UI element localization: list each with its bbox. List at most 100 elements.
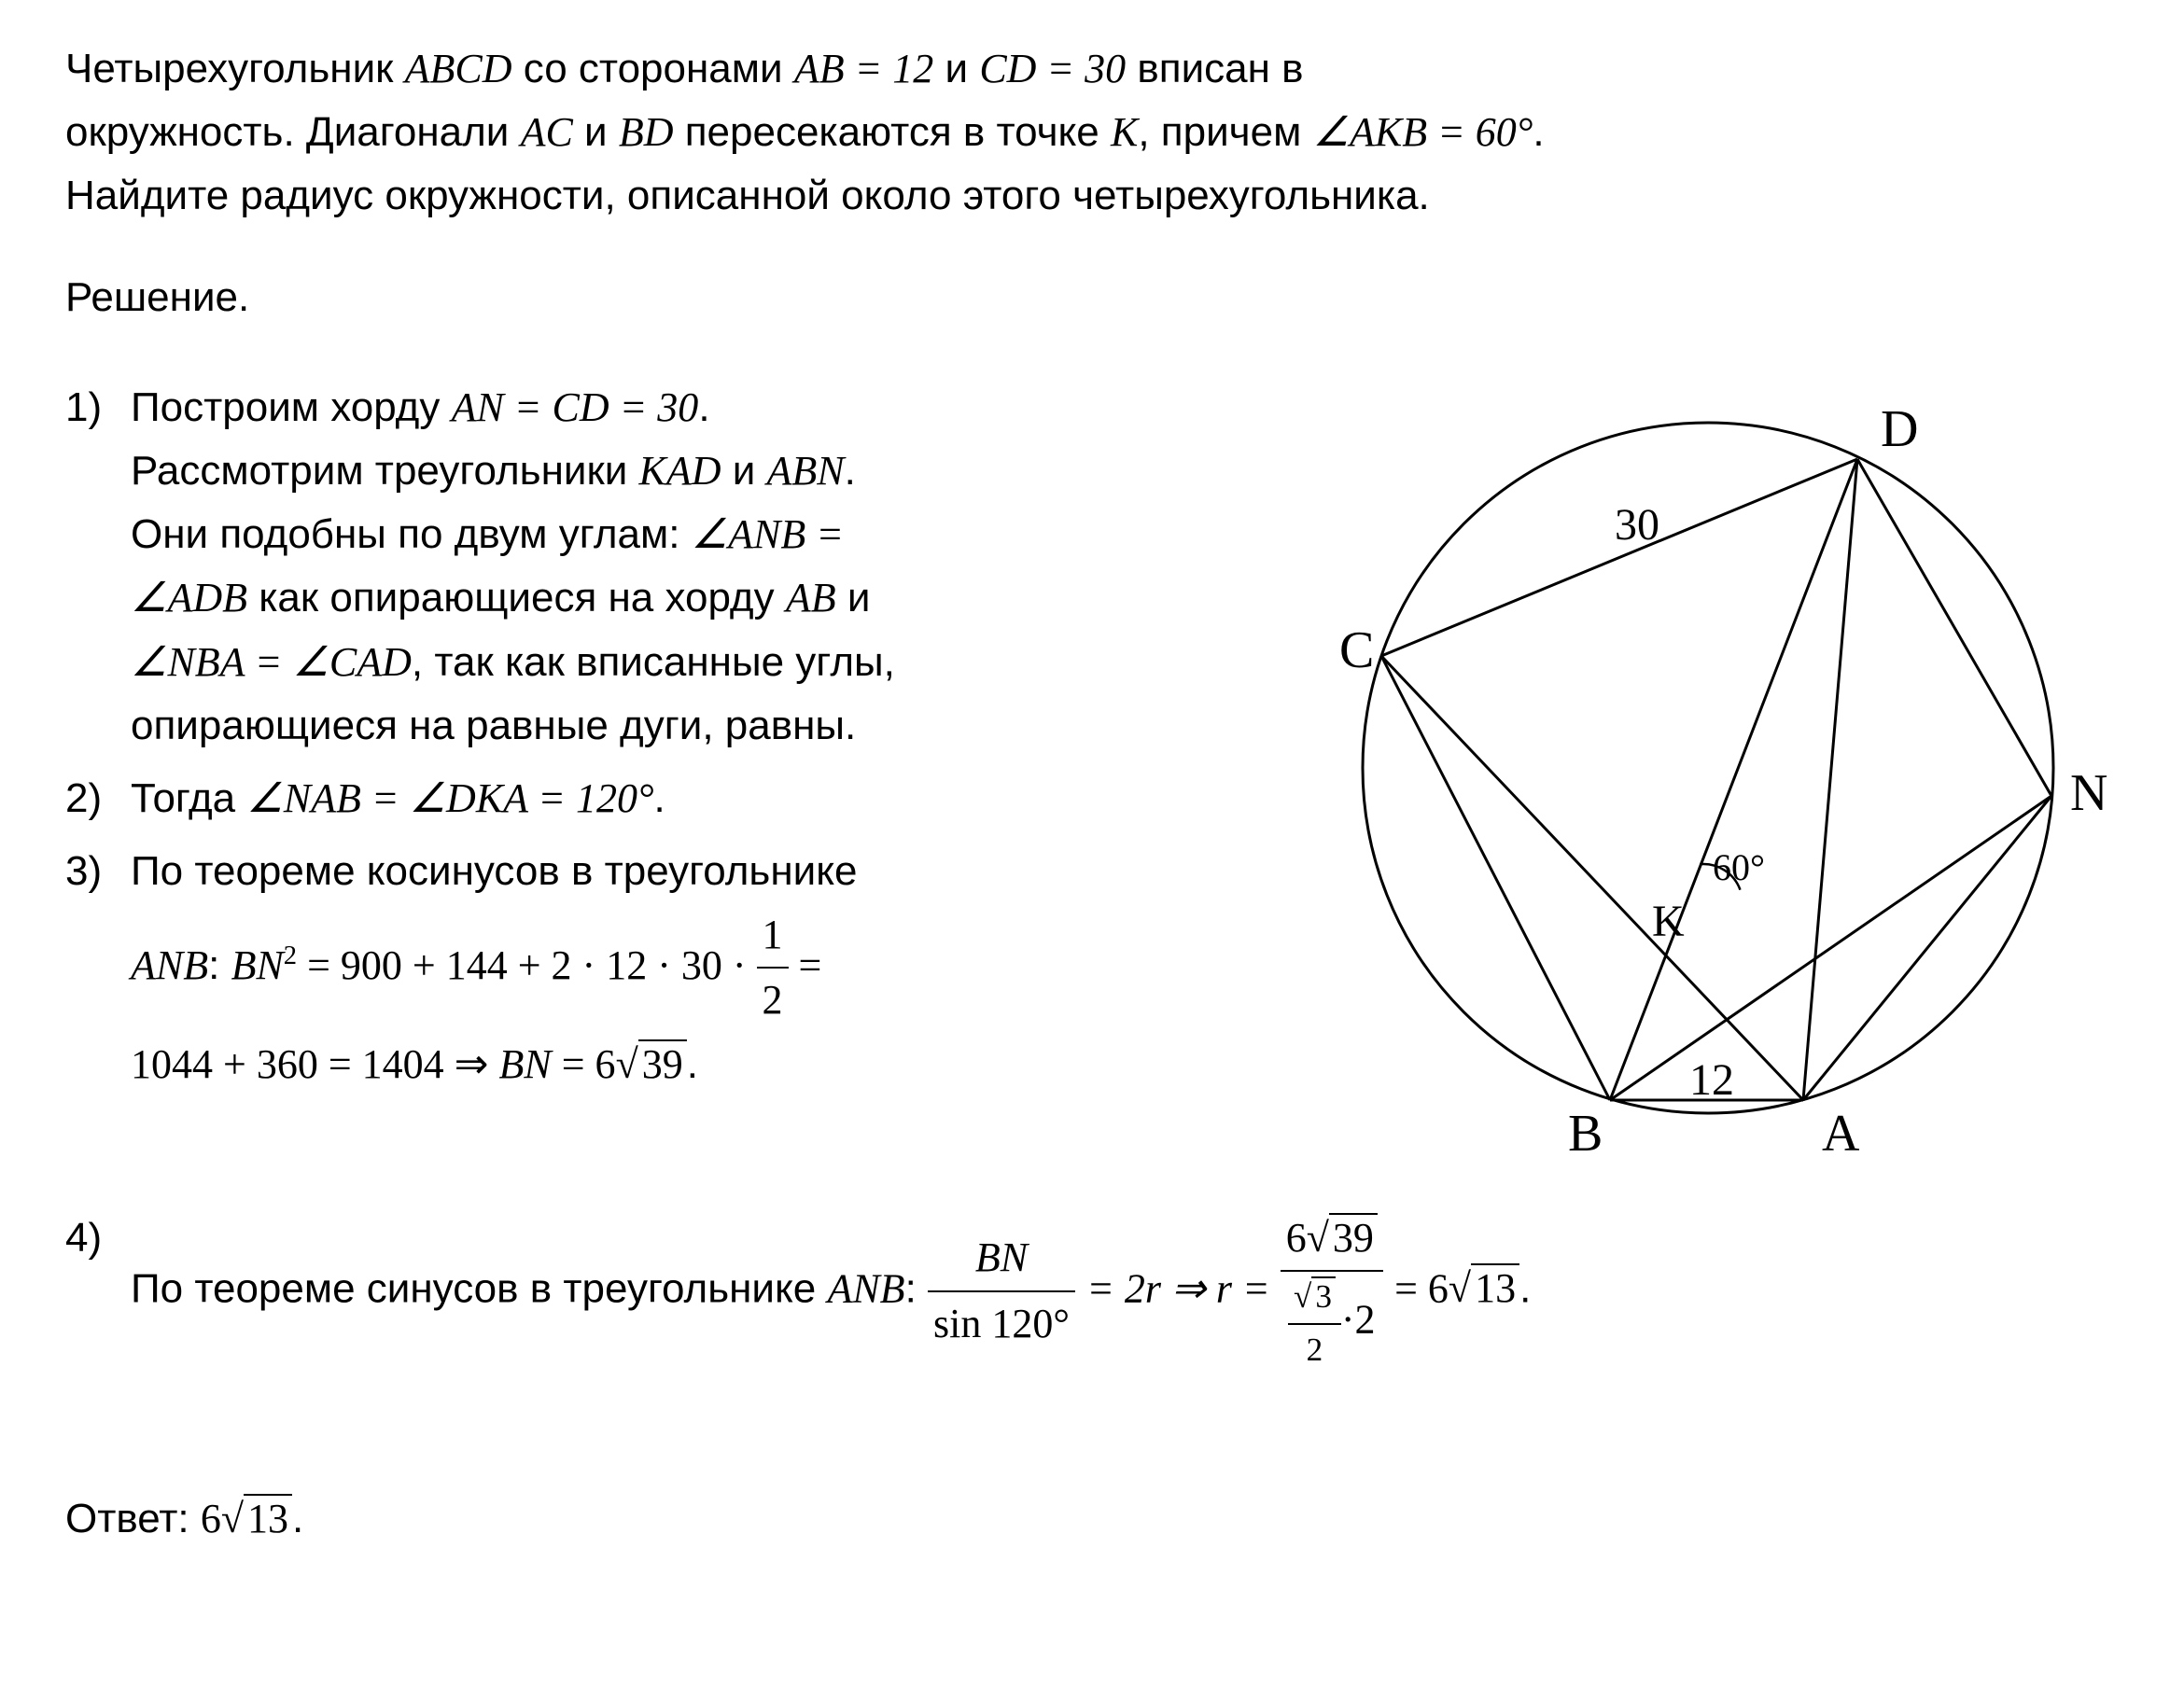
text: , так как вписанные углы, — [412, 639, 895, 685]
geometry-diagram: C D N A B K 30 12 60° — [1288, 376, 2128, 1178]
eq: = 6 — [1394, 1265, 1449, 1311]
text: , причем — [1138, 109, 1312, 155]
text: со сторонами — [512, 46, 794, 91]
var: BN — [231, 942, 284, 988]
sqrt: √3 — [1294, 1272, 1336, 1323]
sqrt: √13 — [221, 1487, 292, 1551]
denominator: 2 — [1288, 1323, 1341, 1376]
answer-label: Ответ: — [65, 1496, 201, 1541]
eq: 1044 + 360 = 1404 ⇒ — [131, 1041, 499, 1087]
var: AB — [786, 575, 836, 620]
var: AC — [521, 109, 573, 155]
svg-text:B: B — [1568, 1105, 1603, 1163]
svg-text:K: K — [1652, 897, 1685, 946]
numerator: 6√39 — [1281, 1206, 1383, 1270]
numerator: 1 — [757, 903, 789, 967]
var: ABCD — [405, 46, 512, 91]
step-number: 4) — [65, 1206, 102, 1270]
radicand: 39 — [638, 1039, 687, 1087]
text: Найдите радиус окружности, описанной око… — [65, 173, 1430, 218]
exp: 2 — [284, 941, 297, 970]
text: . — [698, 384, 709, 430]
svg-text:C: C — [1339, 621, 1374, 679]
answer: Ответ: 6√13. — [65, 1487, 2128, 1551]
text: Построим хорду — [131, 384, 452, 430]
eq: ∠NBA = ∠CAD — [131, 639, 412, 685]
eq: AN = CD = 30 — [452, 384, 699, 430]
step-2: 2) Тогда ∠NAB = ∠DKA = 120°. — [65, 767, 1251, 830]
fraction: √3 2 — [1288, 1272, 1341, 1375]
var: BN — [499, 1041, 552, 1087]
eq: ∠ADB — [131, 575, 247, 620]
svg-text:N: N — [2070, 764, 2107, 822]
step-number: 3) — [65, 840, 102, 903]
eq: ∠ANB = — [692, 511, 844, 557]
text: опирающиеся на равные дуги, равны. — [131, 703, 856, 748]
step-3: 3) По теореме косинусов в треугольнике A… — [65, 840, 1251, 1096]
eq: AB = 12 — [794, 46, 933, 91]
text: и — [573, 109, 619, 155]
eq: = 900 + 144 + 2 · 12 · 30 · — [297, 942, 756, 988]
text: окружность. Диагонали — [65, 109, 521, 155]
text: . — [292, 1496, 303, 1541]
text: . — [1533, 109, 1544, 155]
numerator: BN — [928, 1226, 1075, 1290]
text: Четырехугольник — [65, 46, 405, 91]
svg-text:30: 30 — [1615, 500, 1659, 550]
var: ANB — [131, 942, 208, 988]
problem-statement: Четырехугольник ABCD со сторонами AB = 1… — [65, 37, 2128, 229]
text: . — [654, 775, 665, 821]
radicand: 13 — [244, 1494, 292, 1541]
fraction: 12 — [757, 903, 789, 1032]
step-4: 4) По теореме синусов в треугольнике ANB… — [65, 1206, 2128, 1375]
step-number: 2) — [65, 767, 102, 830]
eq: CD = 30 — [979, 46, 1126, 91]
sqrt: √13 — [1449, 1257, 1519, 1320]
eq: ∠NAB = ∠DKA = 120° — [246, 775, 653, 821]
var: ANB — [827, 1265, 904, 1311]
sqrt: √39 — [1307, 1206, 1378, 1270]
eq: = 6 — [552, 1041, 616, 1087]
svg-text:60°: 60° — [1713, 846, 1765, 888]
var: ABN — [767, 448, 845, 494]
text: пересекаются в точке — [674, 109, 1112, 155]
svg-text:12: 12 — [1689, 1055, 1734, 1105]
text: : — [208, 942, 231, 988]
sqrt: √39 — [616, 1033, 687, 1096]
text: По теореме синусов в треугольнике — [131, 1265, 827, 1311]
text: . — [845, 448, 856, 494]
eq: = 2r ⇒ r = — [1086, 1265, 1281, 1311]
text: . — [1519, 1265, 1531, 1311]
denominator: √3 2 ·2 — [1281, 1270, 1383, 1375]
coef: 6 — [1286, 1215, 1307, 1261]
coef: 6 — [201, 1496, 221, 1541]
fraction: BN sin 120° — [928, 1226, 1075, 1355]
text: и — [836, 575, 871, 620]
text: и — [721, 448, 767, 494]
eq: ∠AKB = 60° — [1313, 109, 1533, 155]
var: K — [1111, 109, 1138, 155]
text: По теореме косинусов в треугольнике — [131, 848, 857, 894]
step-1: 1) Построим хорду AN = CD = 30. Рассмотр… — [65, 376, 1251, 758]
svg-text:D: D — [1881, 400, 1918, 458]
step-number: 1) — [65, 376, 102, 439]
radicand: 39 — [1329, 1213, 1378, 1261]
text: как опирающиеся на хорду — [247, 575, 786, 620]
text: : — [905, 1265, 928, 1311]
solution-heading: Решение. — [65, 266, 2128, 329]
text: и — [933, 46, 979, 91]
numerator: √3 — [1288, 1272, 1341, 1323]
text: Они подобны по двум углам: — [131, 511, 692, 557]
mult: ·2 — [1341, 1297, 1376, 1343]
svg-text:A: A — [1822, 1105, 1860, 1163]
var: KAD — [639, 448, 721, 494]
text: Рассмотрим треугольники — [131, 448, 639, 494]
radicand: 13 — [1471, 1263, 1519, 1311]
text: вписан в — [1126, 46, 1303, 91]
fraction: 6√39 √3 2 ·2 — [1281, 1206, 1383, 1375]
denominator: 2 — [757, 967, 789, 1032]
radicand: 3 — [1311, 1276, 1336, 1315]
denominator: sin 120° — [928, 1290, 1075, 1356]
text: . — [687, 1041, 698, 1087]
eq: = — [789, 942, 822, 988]
